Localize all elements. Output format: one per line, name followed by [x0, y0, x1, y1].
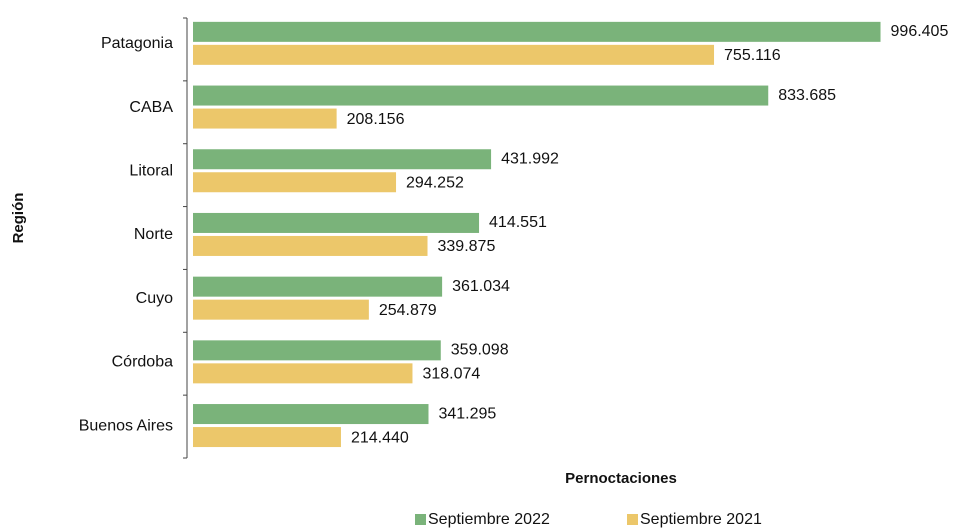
x-axis-title: Pernoctaciones: [565, 470, 677, 487]
legend-swatch: [415, 514, 426, 525]
data-label: 341.295: [438, 405, 496, 422]
y-tick-label: Patagonia: [101, 35, 173, 52]
y-tick-label: Cuyo: [136, 290, 173, 307]
data-label: 254.879: [379, 302, 437, 319]
data-label: 359.098: [451, 342, 509, 359]
data-label: 214.440: [351, 429, 409, 446]
bar: [193, 85, 769, 106]
data-label: 318.074: [422, 366, 480, 383]
y-tick-label: Norte: [134, 226, 173, 243]
bar: [193, 276, 443, 297]
bar: [193, 363, 413, 384]
y-tick-label: Litoral: [129, 162, 173, 179]
legend-label: Septiembre 2021: [640, 511, 762, 528]
bar: [193, 44, 715, 65]
bar: [193, 427, 341, 448]
y-tick-label: Buenos Aires: [79, 417, 173, 434]
data-label: 339.875: [438, 238, 496, 255]
bar: [193, 404, 429, 425]
bar: [193, 212, 480, 233]
bar: [193, 340, 441, 361]
y-tick-label: CABA: [129, 99, 173, 116]
legend-swatch: [627, 514, 638, 525]
y-tick-label: Córdoba: [112, 354, 173, 371]
data-label: 208.156: [347, 111, 405, 128]
legend-label: Septiembre 2022: [428, 511, 550, 528]
data-label: 755.116: [724, 47, 781, 64]
data-label: 833.685: [778, 87, 836, 104]
data-label: 431.992: [501, 150, 559, 167]
bar: [193, 21, 881, 42]
data-label: 294.252: [406, 174, 464, 191]
data-label: 361.034: [452, 278, 510, 295]
y-axis-title: Región: [10, 193, 27, 244]
bar: [193, 149, 492, 170]
bar: [193, 108, 337, 129]
data-label: 414.551: [489, 214, 547, 231]
bar: [193, 299, 369, 320]
bar: [193, 172, 397, 193]
bar: [193, 235, 428, 256]
data-label: 996.405: [891, 23, 949, 40]
